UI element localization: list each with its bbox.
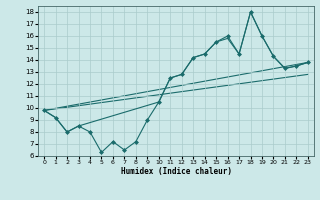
X-axis label: Humidex (Indice chaleur): Humidex (Indice chaleur) (121, 167, 231, 176)
